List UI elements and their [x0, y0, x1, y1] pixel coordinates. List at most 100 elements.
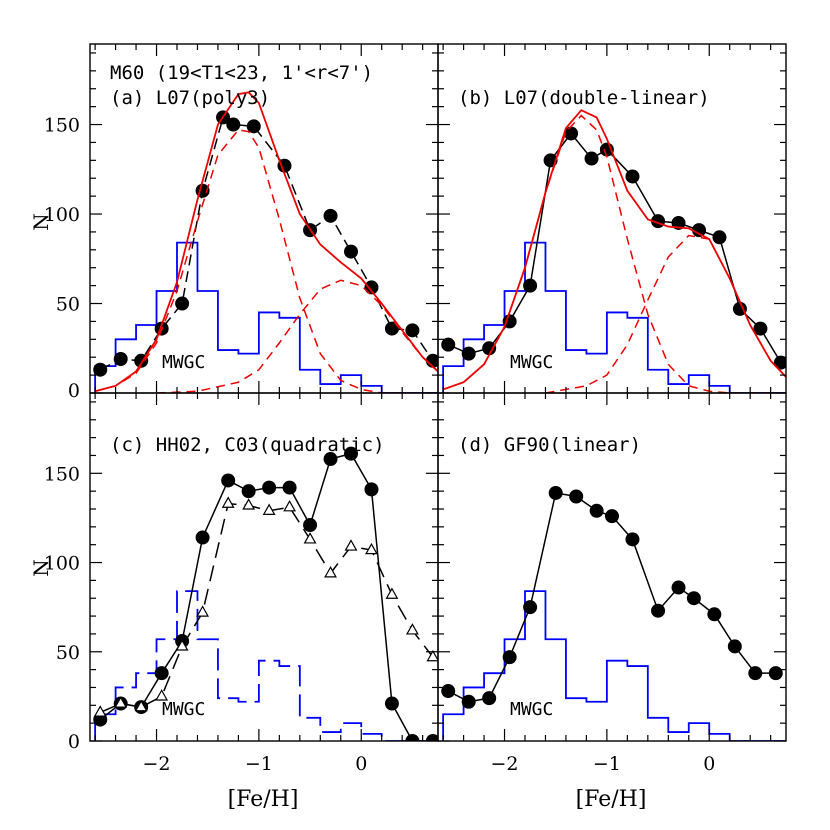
panel-c-ticks — [90, 393, 438, 742]
panel-b-series-1-point — [523, 278, 538, 293]
panel-c-xtick-label: −2 — [143, 753, 171, 775]
panel-d-mwgc-histogram — [442, 590, 786, 741]
panel-c-series-2-triangle — [221, 496, 235, 508]
panel-d-series-1-line — [447, 492, 776, 703]
panel-a-series-1-point — [113, 351, 128, 366]
panel-c-series-1-point — [241, 484, 256, 499]
panel-a-ytick-label: 100 — [44, 204, 80, 226]
panel-c-series-1-point — [303, 518, 318, 533]
panel-c-series-1-point — [384, 696, 399, 711]
panel-d-series-1-point — [589, 503, 604, 518]
panel-a-series-1-point — [175, 296, 190, 311]
panel-b-series-3-line — [442, 114, 771, 393]
panel-c-mwgc-histogram — [94, 590, 438, 741]
y-axis-label-bottom: N — [29, 559, 53, 577]
panel-c-series-1-point — [262, 480, 277, 495]
panel-b-series-1-line — [447, 132, 782, 363]
panel-c-xtick-label: −1 — [245, 753, 273, 775]
plot-layer: 50 100 150 0 −2 −1 0 0 50 100 150 −2 −1 0 — [44, 43, 787, 775]
panel-a-series-1-point — [226, 117, 241, 132]
panel-c-series-2-triangle — [324, 566, 337, 578]
panel-b — [437, 43, 787, 394]
panel-d-series-1-point — [671, 580, 686, 595]
mwgc-label-b: MWGC — [510, 352, 553, 373]
panel-b-series-1-point — [441, 337, 456, 352]
panel-a-series-3-line — [94, 129, 438, 393]
panel-b-mwgc-histogram — [442, 241, 786, 393]
panel-b-series-1-point — [584, 151, 599, 166]
panel-d-xtick-label: 0 — [703, 753, 715, 775]
x-axis-label-right: [Fe/H] — [576, 787, 647, 812]
panel-d-xtick-label: −1 — [593, 753, 621, 775]
panel-a-series-1-line — [99, 116, 434, 371]
panel-b-series-1-point — [712, 230, 727, 245]
panel-c-series-2-triangle — [262, 503, 276, 515]
panel-c-series-1-point — [221, 473, 236, 488]
panel-c-series-1-point — [195, 530, 210, 545]
panel-a-series-4-line — [156, 279, 438, 393]
panel-d-series-1-point — [625, 532, 640, 547]
panel-a-series-1-point — [384, 321, 399, 336]
panel-c-series-1-point — [282, 480, 297, 495]
panel-d-series-1-point — [651, 603, 666, 618]
panel-d-series-1-point — [441, 684, 456, 699]
panel-a-series-1-point — [364, 280, 379, 295]
panel-a-ytick-label: 150 — [44, 115, 80, 137]
panel-b-ticks — [438, 44, 786, 394]
panel-d-series-1-point — [707, 607, 722, 622]
panel-c-series-2-triangle — [344, 539, 358, 551]
panel-a-series-1-point — [246, 119, 261, 134]
panel-c-series-2-triangle — [426, 649, 438, 662]
panel-a-ytick-label: 0 — [68, 380, 80, 402]
mwgc-label-c: MWGC — [162, 699, 205, 720]
panel-b-series-1-point — [625, 169, 640, 184]
panel-c-ytick-label: 0 — [68, 731, 80, 753]
panel-b-series-1-point — [732, 301, 747, 316]
panel-d-series-1-point — [686, 591, 701, 606]
panel-c-xtick-label: 0 — [355, 753, 367, 775]
panel-c-ytick-label: 150 — [44, 463, 80, 485]
panel-a-series-1-point — [344, 244, 358, 259]
panel-d-plot-area — [441, 485, 786, 741]
panel-c-series-1-point — [425, 734, 438, 741]
panel-d: −2 −1 0 — [437, 392, 787, 775]
panel-c-ytick-label: 50 — [56, 642, 80, 664]
panel-b-series-1-point — [482, 341, 497, 356]
panel-c-series-2-triangle — [303, 532, 317, 544]
panel-c-plot-area — [93, 446, 438, 741]
panel-b-subtitle: (b) L07(double-linear) — [458, 87, 710, 109]
panel-d-series-1-point — [569, 489, 584, 504]
panel-a: 50 100 150 0 — [44, 43, 439, 402]
panel-c-series-2-triangle — [134, 699, 148, 712]
panel-d-ticks — [438, 393, 786, 742]
panel-a-ticks — [90, 44, 438, 394]
panel-c-series-2-triangle — [365, 542, 378, 555]
panel-c-series-1-line — [99, 452, 433, 741]
panel-c-series-2-triangle — [155, 689, 169, 701]
x-axis-label-left: [Fe/H] — [228, 787, 299, 812]
panel-c-series-1-point — [344, 446, 358, 461]
panel-d-frame — [437, 392, 787, 742]
panel-d-series-1-point — [748, 666, 763, 681]
panel-c-series-2-triangle — [114, 696, 128, 708]
panel-d-series-1-point — [523, 600, 538, 615]
panel-c-series-2-triangle — [405, 623, 419, 635]
panel-d-series-1-point — [461, 694, 476, 709]
panel-b-series-1-point — [461, 346, 476, 361]
panel-a-series-2-line — [94, 91, 438, 393]
panel-c-series-2-triangle — [93, 705, 107, 717]
panel-c-series-1-point — [154, 666, 169, 681]
panel-c-series-1-point — [364, 482, 379, 497]
panel-a-series-1-point — [405, 323, 420, 338]
panel-d-series-1-point — [482, 691, 497, 706]
panel-d-series-1-point — [548, 485, 563, 500]
panel-c-series-2-triangle — [175, 639, 189, 651]
y-axis-label-top: N — [29, 213, 53, 231]
panel-c-series-1-point — [405, 734, 420, 741]
panel-c-series-2-triangle — [196, 605, 210, 617]
mwgc-label-d: MWGC — [510, 699, 553, 720]
panel-a-ytick-label: 50 — [56, 294, 80, 316]
panel-d-series-1-point — [768, 666, 783, 681]
panel-d-xtick-label: −2 — [491, 753, 519, 775]
